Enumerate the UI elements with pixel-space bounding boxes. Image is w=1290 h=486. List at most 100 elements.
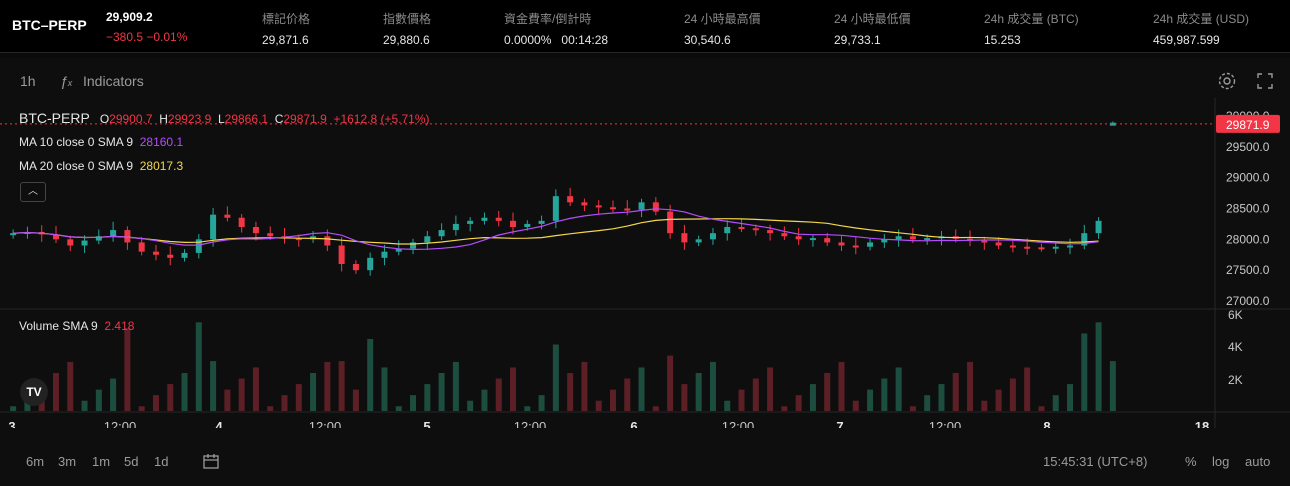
candle-body (352, 264, 359, 271)
chart-canvas[interactable]: 30000.029500.029000.028500.028000.027500… (0, 98, 1290, 428)
volume-bar (310, 373, 317, 411)
volume-bar (909, 406, 916, 411)
volume-bar (952, 373, 959, 411)
log-toggle[interactable]: log (1212, 454, 1230, 469)
volume-bar (524, 406, 531, 411)
stat-value: 459,987.599 (1153, 33, 1220, 47)
ma20-legend[interactable]: MA 20 close 0 SMA 9 28017.3 (19, 159, 184, 173)
candle-body (52, 234, 59, 240)
tradingview-logo[interactable]: TV (20, 378, 48, 406)
volume-bar (152, 395, 159, 411)
range-5d[interactable]: 5d (124, 454, 139, 469)
volume-bar (81, 400, 88, 411)
volume-bar (624, 378, 631, 411)
candle-body (752, 228, 759, 231)
volume-bar (52, 373, 59, 411)
percent-toggle[interactable]: % (1185, 454, 1197, 469)
volume-bar (1095, 322, 1102, 411)
ma20-value: 28017.3 (139, 159, 184, 173)
candle-body (809, 238, 816, 241)
candle-body (124, 230, 131, 243)
volume-bar (824, 373, 831, 411)
bottom-toolbar: 6m 3m 1m 5d 1d 15:45:31 (UTC+8) % log au… (0, 446, 1290, 486)
volume-bar (481, 389, 488, 411)
candle-body (252, 227, 259, 234)
ma10-line (13, 208, 1099, 251)
stat-value: 15.253 (984, 33, 1021, 47)
volume-bar (709, 361, 716, 411)
candle-body (709, 233, 716, 240)
candle-body (838, 242, 845, 246)
fx-icon[interactable]: ƒx (60, 73, 73, 89)
volume-bar (367, 338, 374, 411)
range-1m[interactable]: 1m (92, 454, 111, 469)
indicators-button[interactable]: Indicators (83, 73, 144, 89)
chart-area[interactable]: 1h ƒx Indicators BTC-PERP O29900.7 H2992… (0, 58, 1290, 486)
stat-label: 資金費率/倒計時 (504, 12, 592, 26)
auto-toggle[interactable]: auto (1245, 454, 1271, 469)
candle-body (310, 236, 317, 240)
price-tick: 29500.0 (1226, 140, 1270, 154)
stat-24h-low: 24 小時最低價 29,733.1 (834, 10, 911, 47)
range-3m[interactable]: 3m (58, 454, 77, 469)
volume-bar (1024, 367, 1031, 411)
time-tick: 7 (836, 419, 843, 428)
volume-bar (1109, 361, 1116, 411)
volume-bar (552, 344, 559, 411)
volume-tick: 4K (1228, 340, 1243, 354)
last-price: 29,909.2 (106, 10, 153, 24)
candle-body (781, 233, 788, 237)
time-tick: 12:00 (929, 419, 962, 428)
interval-button[interactable]: 1h (20, 73, 36, 89)
candle-body (695, 239, 702, 243)
expand-icon[interactable] (1256, 72, 1274, 90)
volume-bar (667, 355, 674, 411)
candle-body (367, 257, 374, 271)
volume-bar (1052, 395, 1059, 411)
volume-tick: 2K (1228, 373, 1243, 387)
volume-value: 2.418 (104, 319, 135, 333)
candle-body (395, 248, 402, 252)
candle-body (238, 217, 245, 227)
time-tick: 6 (630, 419, 637, 428)
candle-body (438, 230, 445, 237)
candle-body (1067, 245, 1074, 248)
candle-body (195, 239, 202, 253)
candle-body (567, 196, 574, 203)
range-6m[interactable]: 6m (26, 454, 45, 469)
time-tick: 4 (215, 419, 223, 428)
volume-bar (195, 322, 202, 411)
stat-label: 24 小時最低價 (834, 12, 911, 26)
gear-icon[interactable] (1217, 71, 1237, 91)
ma20-line (13, 218, 1099, 245)
volume-bar (381, 367, 388, 411)
stat-value: 29,733.1 (834, 33, 881, 47)
calendar-range-icon[interactable] (202, 453, 220, 471)
volume-legend[interactable]: Volume SMA 9 2.418 (19, 319, 135, 333)
candle-body (67, 239, 74, 246)
ma10-legend[interactable]: MA 10 close 0 SMA 9 28160.1 (19, 135, 184, 149)
volume-bar (981, 400, 988, 411)
time-tick: 8 (1043, 419, 1050, 428)
volume-bar (795, 395, 802, 411)
stat-value: 30,540.6 (684, 33, 731, 47)
time-tick: 12:00 (514, 419, 547, 428)
candle-body (724, 227, 731, 234)
candle-body (609, 207, 616, 210)
volume-bar (1009, 378, 1016, 411)
candle-body (510, 220, 517, 227)
stat-value: 29,871.6 (262, 33, 309, 47)
candle-body (467, 220, 474, 224)
candle-body (981, 240, 988, 243)
volume-bar (852, 400, 859, 411)
volume-bar (495, 378, 502, 411)
ticker-symbol[interactable]: BTC–PERP (12, 17, 87, 33)
candle-body (1038, 247, 1045, 250)
clock[interactable]: 15:45:31 (UTC+8) (1043, 454, 1148, 469)
candle-body (867, 242, 874, 247)
stat-24h-volume-btc: 24h 成交量 (BTC) 15.253 (984, 10, 1079, 47)
volume-bar (995, 389, 1002, 411)
collapse-legend-button[interactable]: ︿ (20, 182, 46, 202)
range-1d[interactable]: 1d (154, 454, 169, 469)
candle-body (152, 251, 159, 255)
